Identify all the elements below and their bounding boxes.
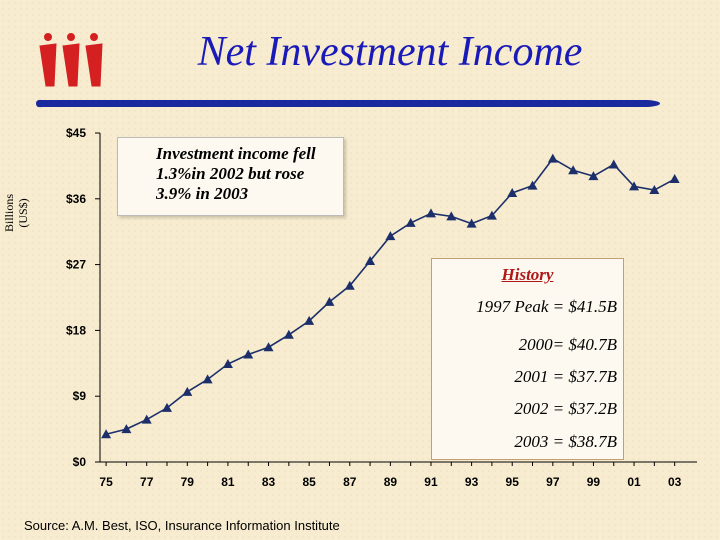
y-tick-label: $0	[73, 455, 87, 469]
data-point-marker	[283, 329, 294, 339]
x-tick-label: 93	[465, 475, 479, 489]
x-tick-label: 91	[424, 475, 438, 489]
y-tick-label: $18	[66, 323, 86, 337]
data-point-marker	[365, 255, 376, 265]
x-tick-label: 89	[384, 475, 398, 489]
history-title: History	[501, 265, 554, 284]
data-point-marker	[446, 211, 457, 221]
callout-text: Investment income fell 1.3%in 2002 but r…	[156, 144, 316, 203]
history-line: 1997 Peak = $41.5B	[476, 297, 617, 316]
x-tick-label: 01	[627, 475, 641, 489]
data-point-marker	[608, 159, 619, 169]
data-point-marker	[263, 342, 274, 352]
data-point-marker	[344, 280, 355, 290]
data-point-marker	[141, 414, 152, 424]
data-point-marker	[324, 296, 335, 306]
x-tick-label: 83	[262, 475, 276, 489]
x-tick-label: 99	[587, 475, 601, 489]
history-line: 2001 = $37.7B	[514, 367, 617, 386]
x-tick-label: 87	[343, 475, 357, 489]
data-point-marker	[385, 231, 396, 241]
y-tick-label: $36	[66, 192, 86, 206]
data-point-marker	[507, 187, 518, 197]
data-point-marker	[568, 165, 579, 175]
x-tick-label: 81	[221, 475, 235, 489]
data-point-marker	[405, 217, 416, 227]
history-line: 2002 = $37.2B	[514, 399, 617, 418]
x-tick-label: 85	[302, 475, 316, 489]
source-note: Source: A.M. Best, ISO, Insurance Inform…	[24, 518, 340, 533]
data-point-marker	[649, 185, 660, 195]
data-point-marker	[121, 424, 132, 434]
data-point-marker	[304, 315, 315, 325]
data-point-marker	[466, 218, 477, 228]
x-tick-label: 77	[140, 475, 154, 489]
data-point-marker	[547, 153, 558, 163]
data-point-marker	[162, 402, 173, 412]
title-rule	[36, 99, 660, 108]
data-point-marker	[182, 386, 193, 396]
data-point-marker	[101, 429, 112, 439]
data-point-marker	[486, 210, 497, 220]
y-tick-label: $27	[66, 258, 86, 272]
callout-box: Investment income fell 1.3%in 2002 but r…	[117, 137, 344, 216]
data-point-marker	[588, 171, 599, 181]
data-point-marker	[669, 174, 680, 184]
iii-logo	[39, 33, 103, 87]
data-point-marker	[243, 349, 254, 359]
data-point-marker	[629, 181, 640, 191]
x-tick-label: 95	[506, 475, 520, 489]
y-tick-label: $45	[66, 126, 86, 140]
data-point-marker	[527, 180, 538, 190]
x-tick-label: 97	[546, 475, 560, 489]
data-point-marker	[202, 374, 213, 384]
page-title: Net Investment Income	[197, 29, 583, 75]
x-tick-label: 79	[181, 475, 195, 489]
history-line: 2000= $40.7B	[518, 335, 617, 354]
history-line: 2003 = $38.7B	[514, 432, 617, 451]
x-tick-label: 03	[668, 475, 682, 489]
y-tick-label: $9	[73, 389, 87, 403]
x-tick-label: 75	[99, 475, 113, 489]
data-point-marker	[425, 208, 436, 218]
history-box: History 1997 Peak = $41.5B 2000= $40.7B …	[431, 258, 624, 460]
data-point-marker	[222, 359, 233, 369]
